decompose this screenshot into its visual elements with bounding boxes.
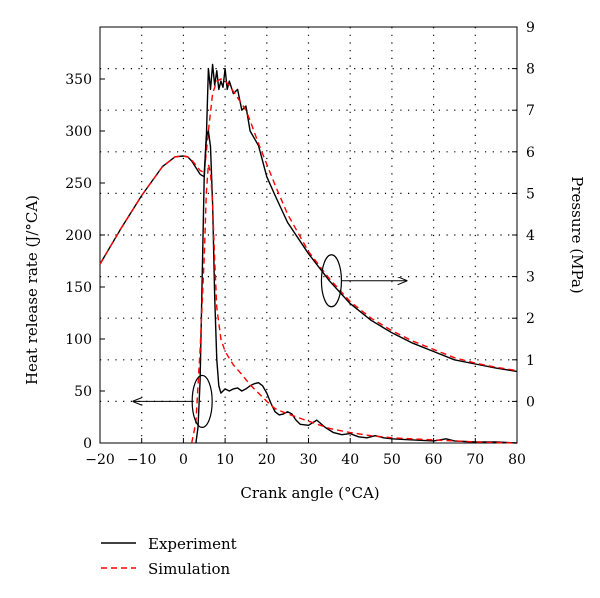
x-tick-label: 20 [258, 452, 276, 468]
y-left-tick-label: 350 [65, 72, 92, 88]
legend: Experiment Simulation [101, 535, 237, 578]
pressure-ellipse [320, 254, 343, 308]
x-tick-label: −20 [85, 452, 115, 468]
y-right-tick-label: 3 [526, 270, 535, 286]
y-right-tick-label: 0 [526, 394, 535, 410]
x-tick-label: 50 [383, 452, 401, 468]
y-left-tick-label: 0 [83, 436, 92, 452]
y-axis-left-title: Heat release rate (J/°CA) [23, 195, 41, 385]
y-right-tick-label: 6 [526, 145, 535, 161]
y-right-tick-label: 2 [526, 311, 535, 327]
legend-label-experiment: Experiment [148, 535, 237, 553]
y-left-tick-label: 150 [65, 280, 92, 296]
x-tick-label: 40 [341, 452, 359, 468]
y-right-tick-label: 4 [526, 228, 535, 244]
y-left-tick-label: 300 [65, 124, 92, 140]
y-right-tick-label: 5 [526, 186, 535, 202]
x-tick-label: 0 [179, 452, 188, 468]
x-tick-label: 60 [425, 452, 443, 468]
y-left-tick-label: 250 [65, 176, 92, 192]
x-tick-label: 80 [508, 452, 526, 468]
x-axis-title: Crank angle (°CA) [240, 484, 379, 502]
y-right-tick-label: 7 [526, 103, 535, 119]
x-tick-label: 30 [300, 452, 318, 468]
x-tick-label: −10 [127, 452, 157, 468]
series-line-simulation-pressure [99, 78, 518, 372]
series-line-experiment-heat-release [195, 130, 518, 444]
grid [100, 27, 517, 443]
y-left-tick-label: 100 [65, 332, 92, 348]
y-left-ticks: 0 50 100 150 200 250 300 350 [65, 72, 105, 452]
series-layer [99, 63, 518, 444]
x-ticks: −20 −10 0 10 20 30 40 50 60 70 80 [85, 438, 526, 468]
legend-label-simulation: Simulation [148, 560, 231, 578]
y-right-tick-label: 8 [526, 62, 535, 78]
annotations [133, 254, 406, 428]
y-axis-right-title: Pressure (MPa) [568, 176, 586, 293]
x-tick-label: 10 [216, 452, 234, 468]
y-left-tick-label: 50 [74, 384, 92, 400]
y-right-ticks: 0 1 2 3 4 5 6 7 8 9 [512, 20, 535, 410]
heat-release-ellipse [191, 374, 213, 428]
x-tick-label: 70 [466, 452, 484, 468]
y-left-tick-label: 200 [65, 228, 92, 244]
y-right-tick-label: 1 [526, 353, 535, 369]
y-right-tick-label: 9 [526, 20, 535, 36]
